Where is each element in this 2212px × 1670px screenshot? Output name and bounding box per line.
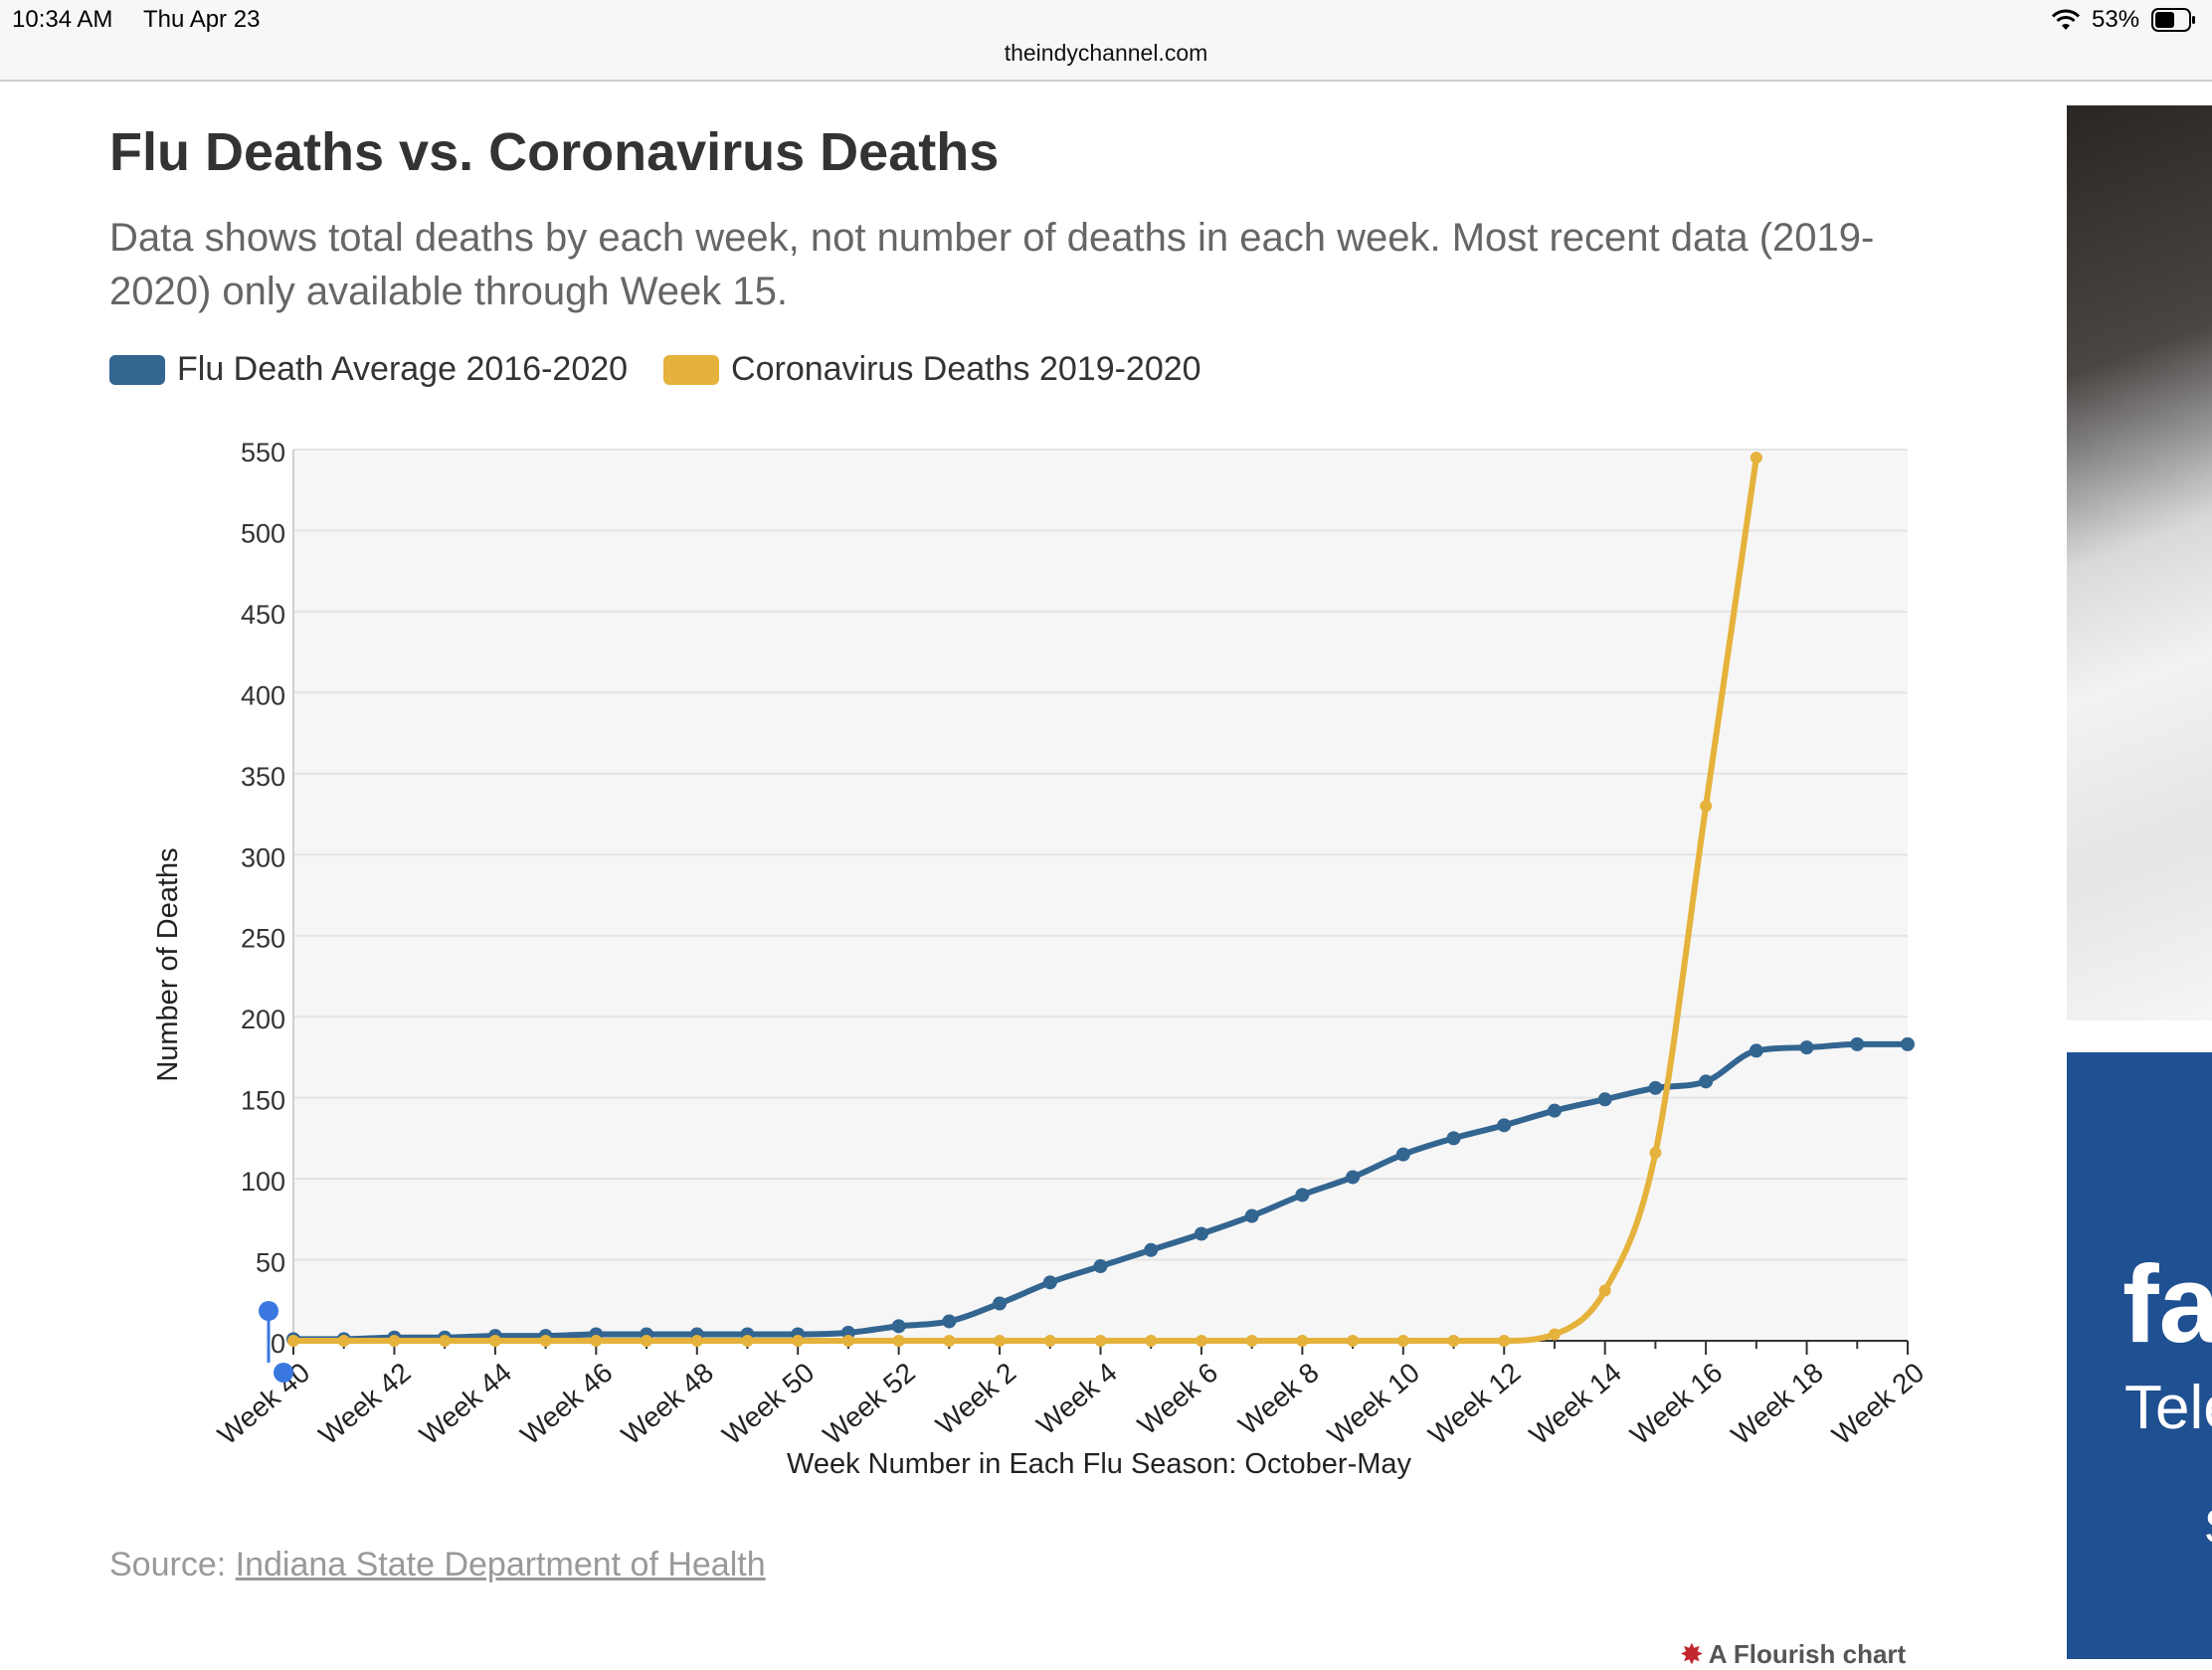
y-tick-label: 350 <box>241 762 285 792</box>
data-point-coronavirus <box>489 1335 501 1347</box>
ad-photo[interactable] <box>2067 105 2212 1021</box>
data-point-flu <box>1245 1209 1259 1223</box>
x-tick-label: Week 14 <box>1524 1357 1627 1450</box>
data-point-coronavirus <box>792 1335 804 1347</box>
ad-headline: fa <box>2122 1241 2212 1368</box>
data-point-flu <box>1699 1074 1713 1088</box>
data-point-coronavirus <box>540 1335 552 1347</box>
source-link[interactable]: Indiana State Department of Health <box>236 1546 766 1583</box>
data-point-coronavirus <box>1347 1335 1359 1347</box>
x-tick-label: Week 40 <box>212 1357 315 1450</box>
y-tick-label: 300 <box>241 842 285 872</box>
flourish-credit[interactable]: ✸ A Flourish chart <box>1681 1639 1906 1670</box>
data-point-coronavirus <box>1700 800 1712 812</box>
data-point-coronavirus <box>1549 1328 1561 1340</box>
x-tick-label: Week 2 <box>930 1357 1021 1440</box>
x-tick-label: Week 52 <box>818 1357 921 1450</box>
data-point-coronavirus <box>1448 1335 1460 1347</box>
source-line: Source: Indiana State Department of Heal… <box>109 1546 766 1584</box>
x-tick-label: Week 48 <box>616 1357 719 1450</box>
data-point-coronavirus <box>1751 452 1762 464</box>
data-point-coronavirus <box>741 1335 753 1347</box>
line-chart: 50 100 150 200 250 300 350 400 450 500 550 0Week 40… <box>0 0 2212 1659</box>
flourish-logo-icon: ✸ <box>1681 1639 1703 1669</box>
data-point-flu <box>1497 1118 1511 1132</box>
data-point-flu <box>1901 1037 1915 1051</box>
data-point-flu <box>1346 1170 1360 1184</box>
y-tick-label: 550 <box>241 438 285 467</box>
data-point-flu <box>1750 1043 1763 1057</box>
data-point-coronavirus <box>1095 1335 1107 1347</box>
data-point-coronavirus <box>590 1335 602 1347</box>
data-point-coronavirus <box>388 1335 400 1347</box>
x-tick-label: Week 12 <box>1422 1357 1526 1450</box>
data-point-coronavirus <box>1196 1335 1207 1347</box>
y-tick-label: 250 <box>241 924 285 954</box>
data-point-coronavirus <box>893 1335 905 1347</box>
data-point-flu <box>1800 1040 1814 1054</box>
x-tick-label: Week 42 <box>313 1357 417 1450</box>
data-point-coronavirus <box>1246 1335 1258 1347</box>
data-point-flu <box>1295 1188 1309 1202</box>
data-point-coronavirus <box>1145 1335 1157 1347</box>
data-point-coronavirus <box>1649 1147 1661 1159</box>
selection-handle-start <box>259 1301 278 1321</box>
data-point-flu <box>1094 1259 1108 1273</box>
data-point-flu <box>1396 1148 1410 1162</box>
x-tick-label: Week 44 <box>414 1357 517 1450</box>
y-tick-label: 450 <box>241 600 285 630</box>
data-point-coronavirus <box>1296 1335 1308 1347</box>
data-point-flu <box>1144 1243 1158 1257</box>
x-tick-label: Week 46 <box>514 1357 618 1450</box>
x-tick-label: Week 20 <box>1826 1357 1930 1450</box>
x-tick-label: Week 4 <box>1030 1357 1122 1440</box>
data-point-coronavirus <box>1599 1284 1611 1296</box>
x-tick-label: Week 6 <box>1132 1357 1223 1440</box>
data-point-coronavirus <box>641 1335 652 1347</box>
data-point-coronavirus <box>1044 1335 1056 1347</box>
data-point-coronavirus <box>338 1335 350 1347</box>
ad-subheadline: Tele <box>2124 1373 2212 1443</box>
data-point-coronavirus <box>691 1335 703 1347</box>
y-tick-label-zero: 0 <box>271 1329 285 1359</box>
y-tick-label: 500 <box>241 518 285 548</box>
data-point-coronavirus <box>842 1335 854 1347</box>
data-point-flu <box>1598 1092 1612 1106</box>
data-point-coronavirus <box>1498 1335 1510 1347</box>
source-prefix: Source: <box>109 1546 236 1583</box>
data-point-flu <box>892 1319 906 1333</box>
data-point-flu <box>1850 1037 1864 1051</box>
data-point-flu <box>993 1297 1007 1311</box>
x-tick-label: Week 8 <box>1232 1357 1324 1440</box>
x-tick-label: Week 18 <box>1726 1357 1829 1450</box>
y-tick-label: 200 <box>241 1005 285 1034</box>
y-tick-label: 150 <box>241 1086 285 1116</box>
data-point-coronavirus <box>1397 1335 1409 1347</box>
x-tick-label: Week 10 <box>1322 1357 1425 1450</box>
x-tick-label: Week 50 <box>716 1357 820 1450</box>
y-tick-label: 100 <box>241 1167 285 1197</box>
x-tick-label: Week 16 <box>1624 1357 1728 1450</box>
data-point-flu <box>942 1314 956 1328</box>
data-point-flu <box>1447 1131 1461 1145</box>
data-point-coronavirus <box>943 1335 955 1347</box>
data-point-coronavirus <box>287 1335 299 1347</box>
plot-area <box>293 450 1908 1341</box>
data-point-flu <box>1648 1081 1662 1095</box>
data-point-flu <box>1195 1226 1208 1240</box>
data-point-coronavirus <box>994 1335 1006 1347</box>
data-point-flu <box>1548 1104 1562 1118</box>
x-axis-title: Week Number in Each Flu Season: October-… <box>787 1448 1412 1480</box>
data-point-coronavirus <box>439 1335 451 1347</box>
y-axis-title: Number of Deaths <box>152 847 184 1081</box>
y-tick-label: 50 <box>256 1248 285 1278</box>
data-point-flu <box>1043 1275 1057 1289</box>
flourish-credit-label: A Flourish chart <box>1709 1639 1906 1669</box>
ad-small-text: S <box>2204 1500 2212 1555</box>
y-tick-label: 400 <box>241 680 285 710</box>
ad-panel[interactable]: fa Tele S <box>2067 1052 2212 1659</box>
selection-handle-end <box>274 1363 293 1383</box>
